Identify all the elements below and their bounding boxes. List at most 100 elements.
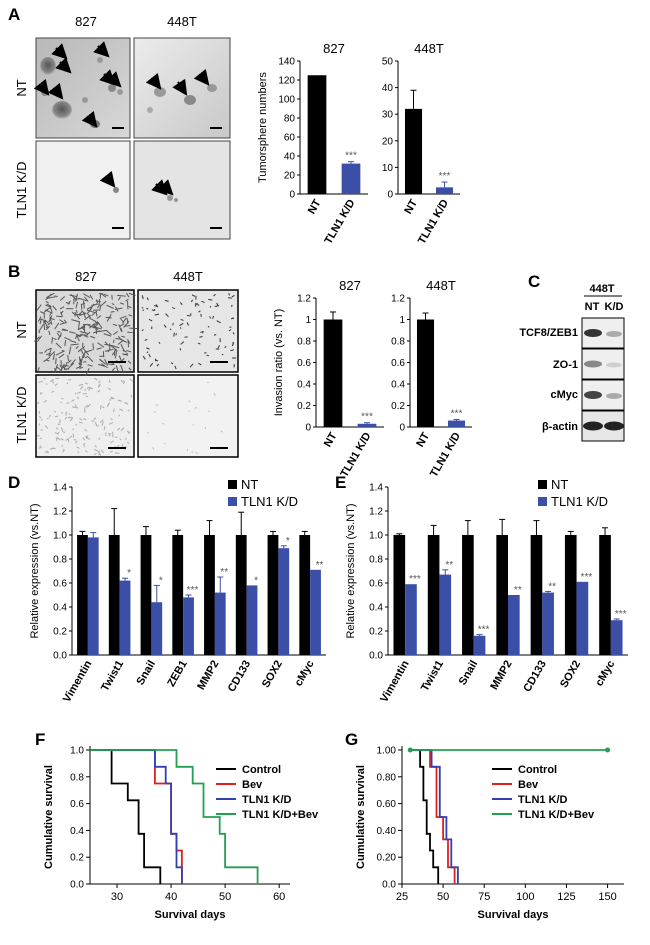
- cell-mark: [79, 312, 87, 317]
- bar: [576, 581, 589, 655]
- bar: [542, 592, 554, 655]
- cell-mark: [98, 363, 105, 367]
- cell-mark: [128, 314, 133, 317]
- cell-mark: [94, 445, 97, 448]
- panel-a-col-label: 827: [75, 14, 97, 29]
- cell-mark: [79, 324, 87, 330]
- cell-mark: [70, 340, 77, 344]
- bar: [214, 592, 226, 655]
- cell-mark: [89, 317, 97, 323]
- cell-mark: [127, 360, 132, 364]
- blot-band-label: ZO-1: [553, 359, 578, 371]
- cell-mark: [44, 450, 49, 453]
- cell-mark: [44, 319, 49, 324]
- cell-mark: [51, 337, 53, 344]
- y-tick-label: 1: [399, 315, 405, 326]
- cell-mark: [112, 345, 120, 349]
- cell-mark: [204, 351, 207, 354]
- x-tick-label: 50: [437, 891, 449, 903]
- cell-mark: [103, 293, 109, 297]
- cell-mark: [61, 445, 64, 447]
- bar: [416, 319, 435, 427]
- cell-mark: [90, 335, 96, 339]
- cell-mark: [146, 347, 150, 350]
- cell-mark: [108, 379, 111, 384]
- cell-mark: [84, 315, 91, 321]
- cell-mark: [71, 319, 80, 323]
- bar: [564, 535, 577, 655]
- y-axis-label: Invasion ratio (vs. NT): [273, 309, 285, 417]
- cell-mark: [197, 342, 201, 345]
- cell-mark: [79, 358, 82, 363]
- significance-label: ***: [615, 609, 627, 620]
- cell-mark: [85, 368, 90, 376]
- legend-label: Bev: [518, 779, 539, 791]
- cell-mark: [110, 418, 113, 420]
- cell-mark: [52, 447, 56, 450]
- bar: [610, 620, 623, 655]
- y-tick-label: 1.2: [391, 294, 405, 305]
- y-tick-label: 0.4: [53, 603, 67, 614]
- cell-mark: [86, 306, 92, 310]
- cell-mark: [40, 392, 43, 394]
- cell-mark: [109, 421, 114, 425]
- cell-mark: [75, 366, 82, 369]
- cell-mark: [153, 410, 156, 413]
- cell-mark: [66, 402, 70, 404]
- cell-mark: [122, 381, 125, 385]
- bar: [310, 569, 321, 655]
- cell-mark: [209, 305, 212, 308]
- y-tick-label: 50: [382, 57, 394, 68]
- cell-mark: [170, 362, 174, 365]
- cell-mark: [92, 346, 95, 351]
- x-tick-label: TLN1 K/D: [322, 197, 357, 246]
- cell-mark: [103, 333, 112, 337]
- bar: [323, 319, 343, 427]
- cell-mark: [230, 349, 234, 352]
- cell-mark: [79, 363, 82, 367]
- x-tick-label: NT: [414, 430, 432, 449]
- cell-mark: [121, 335, 126, 338]
- cell-mark: [45, 327, 49, 331]
- cell-mark: [195, 302, 197, 306]
- micrograph-a-448t-kd: [133, 140, 231, 240]
- cell-mark: [122, 349, 127, 353]
- cell-mark: [60, 364, 67, 371]
- cell-mark: [69, 435, 73, 439]
- cell-mark: [82, 443, 86, 446]
- legend-label: NT: [241, 477, 258, 492]
- cell-mark: [94, 422, 98, 427]
- cell-mark: [53, 337, 57, 341]
- blot-band: [584, 329, 602, 337]
- blot-strip: [581, 348, 625, 380]
- cell-mark: [83, 388, 87, 391]
- cell-mark: [68, 346, 72, 355]
- cell-mark: [125, 402, 129, 405]
- y-tick-label: 10: [382, 163, 394, 174]
- y-tick-label: 30: [382, 110, 394, 121]
- significance-label: ***: [451, 408, 463, 419]
- cell-mark: [216, 302, 219, 306]
- cell-mark: [130, 394, 133, 398]
- cell-mark: [106, 313, 112, 322]
- cell-mark: [83, 335, 89, 338]
- survival-line: [410, 749, 440, 884]
- y-tick-label: 0.40: [377, 826, 397, 837]
- panel-b-col-label: 448T: [173, 269, 203, 284]
- cell-mark: [54, 432, 59, 435]
- cell-mark: [47, 321, 52, 326]
- cell-mark: [224, 345, 227, 349]
- y-tick-label: 0.8: [53, 555, 67, 566]
- cell-mark: [95, 325, 98, 334]
- x-axis-label: Survival days: [155, 909, 226, 921]
- cell-mark: [129, 378, 133, 382]
- cell-mark: [106, 304, 114, 309]
- y-tick-label: 0.8: [391, 337, 405, 348]
- cell-mark: [88, 356, 94, 363]
- x-tick-label: 100: [516, 891, 534, 903]
- cell-mark: [101, 421, 104, 426]
- cell-mark: [83, 300, 85, 309]
- y-tick-label: 0.8: [369, 555, 383, 566]
- cell-mark: [141, 329, 144, 332]
- y-tick-label: 1.4: [369, 483, 383, 494]
